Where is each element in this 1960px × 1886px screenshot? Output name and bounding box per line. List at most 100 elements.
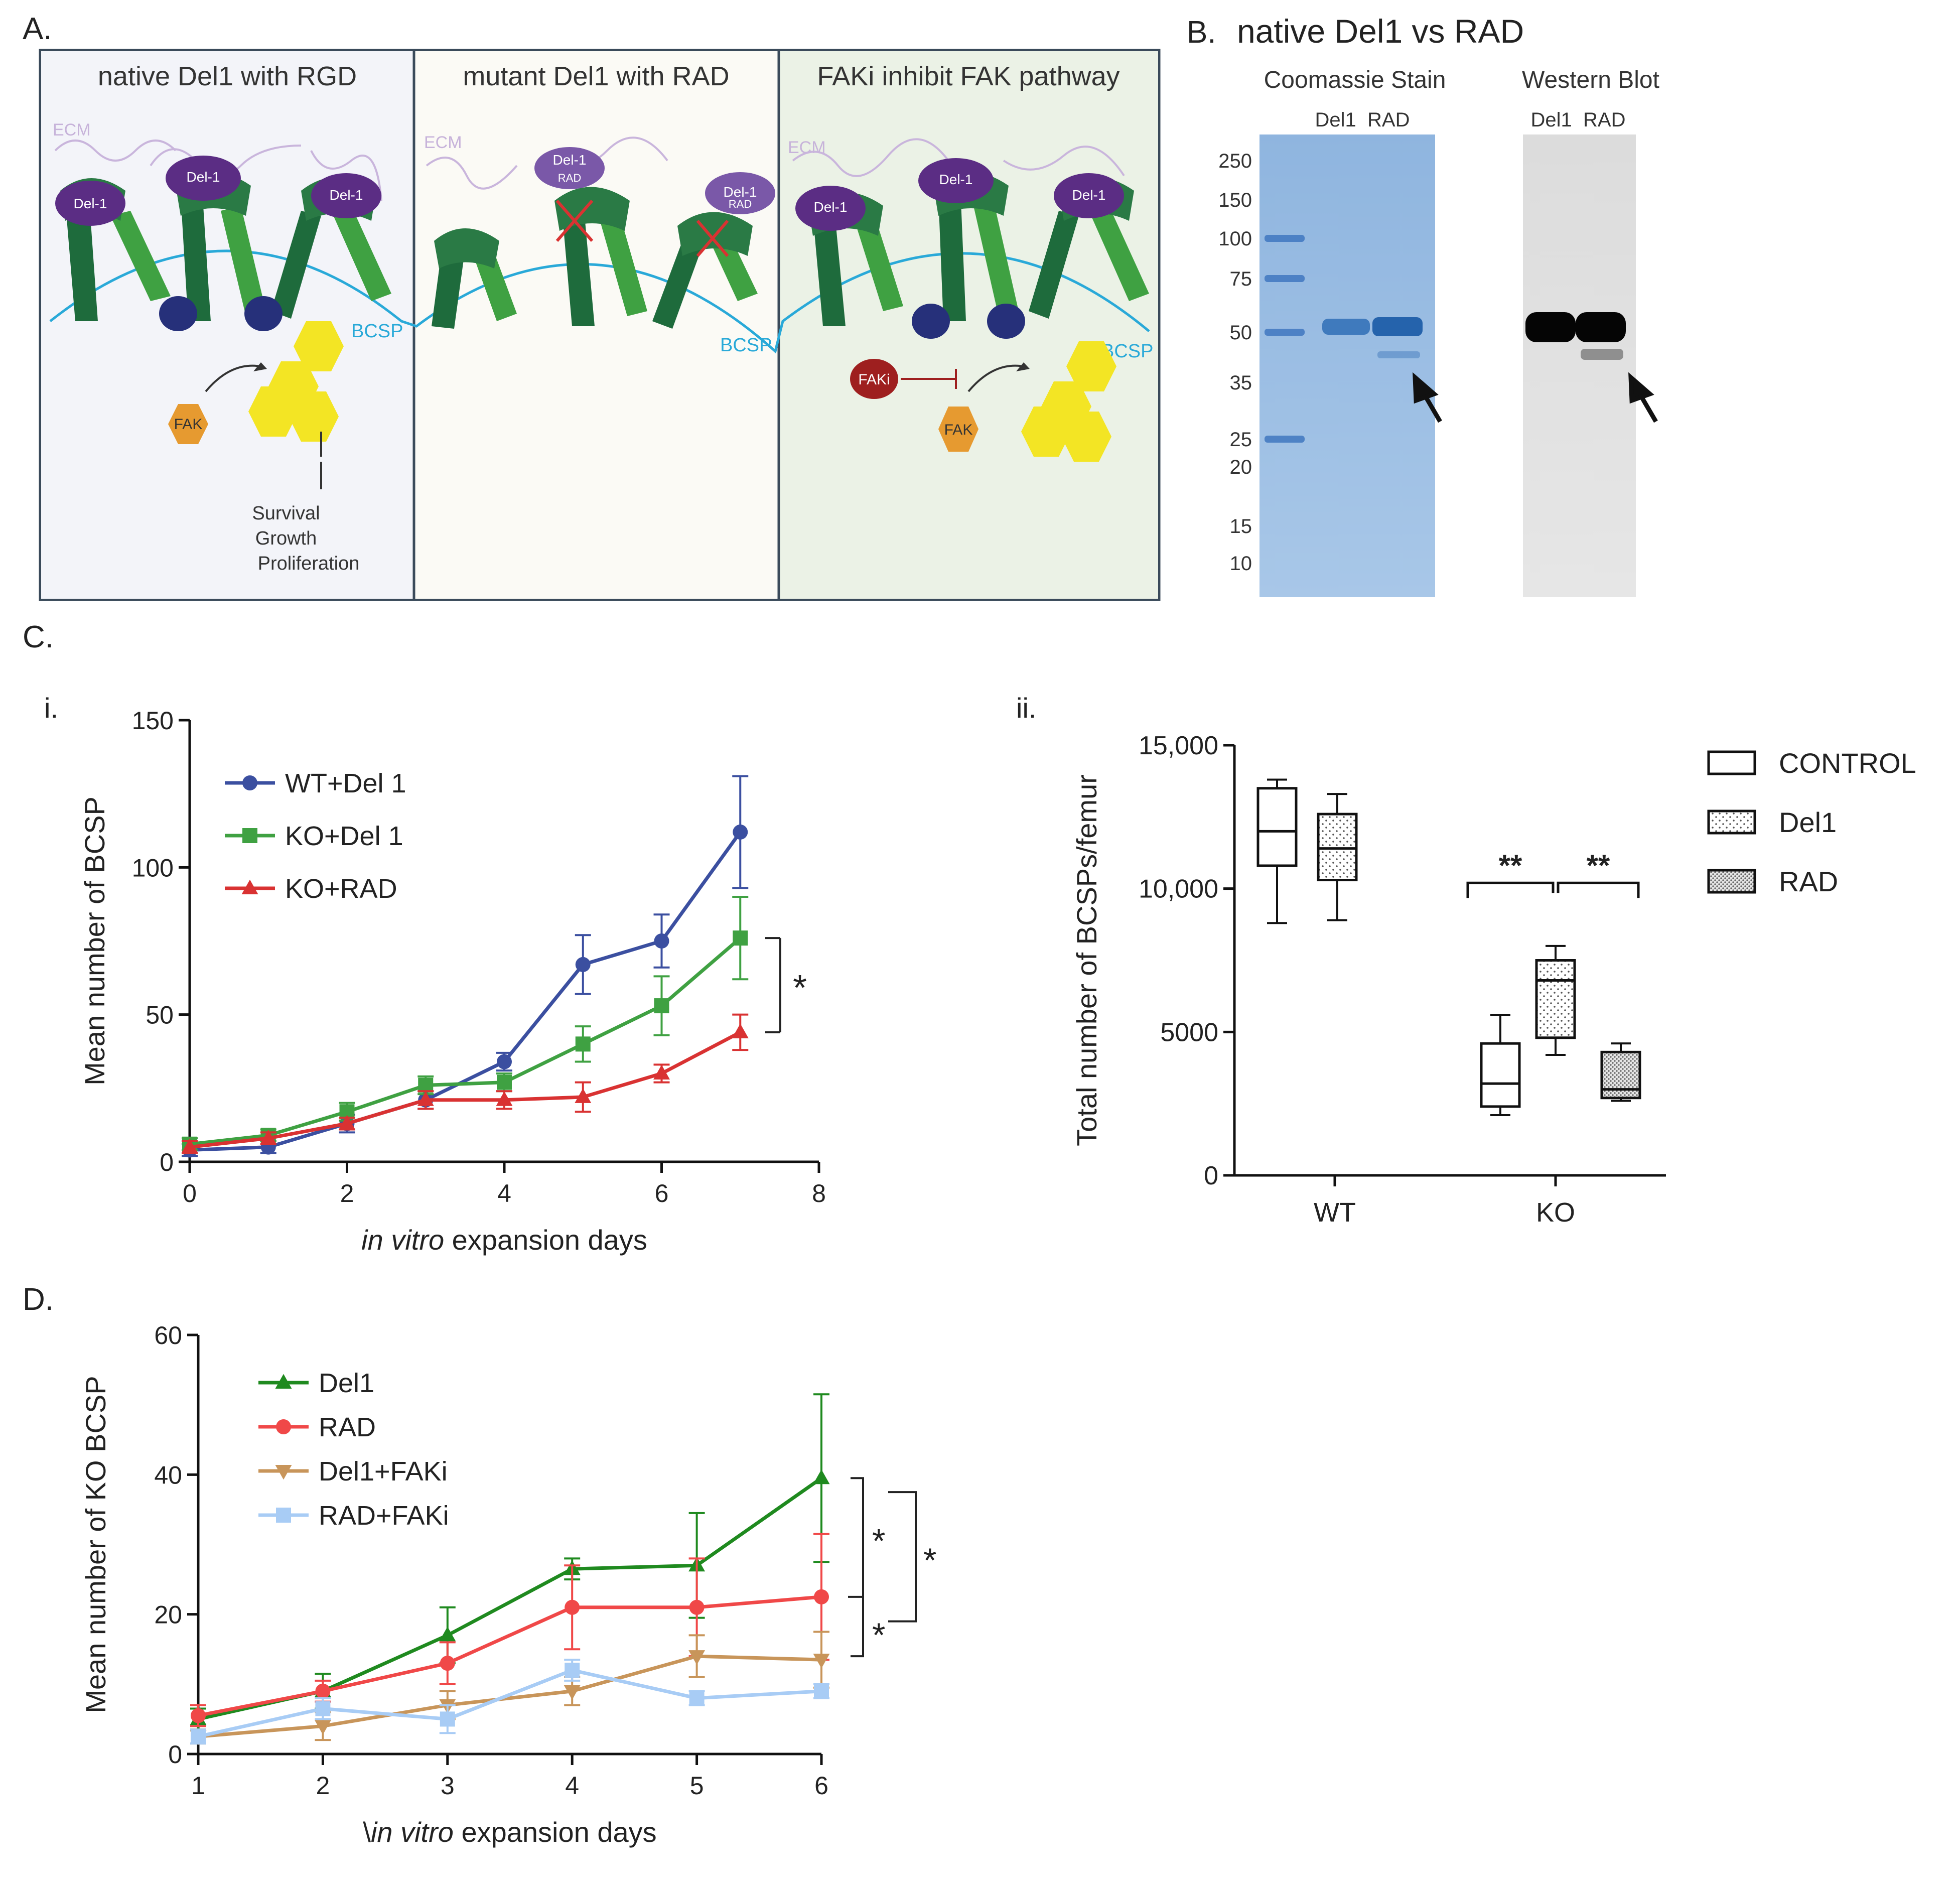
data-point xyxy=(654,998,669,1014)
data-point xyxy=(733,824,748,840)
series-rad xyxy=(190,1533,829,1727)
data-point xyxy=(689,1690,705,1706)
ladder-label-10: 10 xyxy=(1230,553,1252,575)
data-point xyxy=(314,1720,331,1735)
outcome-growth: Growth xyxy=(255,528,317,549)
western-title: Western Blot xyxy=(1522,67,1659,93)
data-point xyxy=(653,1064,670,1080)
x-axis-label-rest: expansion days xyxy=(454,1816,657,1848)
significance-stars: ** xyxy=(1587,849,1610,882)
western-band-del1 xyxy=(1525,312,1576,342)
legend-label: KO+RAD xyxy=(285,874,397,904)
x-tick-label: 1 xyxy=(191,1772,205,1800)
ecm-label-1: ECM xyxy=(53,120,91,140)
del1-label-5: Del-1 xyxy=(724,184,757,200)
data-point xyxy=(575,1088,592,1103)
legend-marker xyxy=(241,879,258,894)
y-axis-label: Total number of BCSPs/femur xyxy=(1071,774,1102,1146)
panel-label-c: C. xyxy=(23,620,54,654)
ladder-band-25 xyxy=(1265,436,1305,443)
legend-marker xyxy=(275,1465,292,1480)
series-del1 xyxy=(190,1393,830,1731)
chart-c-i: 0 50 100 150 0 2 4 6 8 Mean number of BCSP in vitr… xyxy=(79,707,826,1256)
legend-label: RAD xyxy=(1779,866,1838,897)
fak-label-1: FAK xyxy=(174,416,203,433)
series-line xyxy=(189,936,742,1146)
data-point xyxy=(315,1701,331,1716)
ladder-labels: 250 150 100 75 50 35 25 20 15 10 xyxy=(1218,150,1252,575)
data-point xyxy=(689,1599,705,1615)
x-axis-label-italic: in vitro xyxy=(361,1224,444,1256)
signaling-cluster-1 xyxy=(248,321,344,442)
data-point xyxy=(565,1663,580,1678)
western-band-rad xyxy=(1576,312,1626,342)
coomassie-gel xyxy=(1259,134,1435,597)
legend-marker xyxy=(275,1374,292,1389)
blocked-binding-marks xyxy=(555,200,729,257)
x-axis-label-italic: in vitro xyxy=(371,1816,454,1848)
significance-star: * xyxy=(872,1522,885,1560)
significance-bracket xyxy=(1466,881,1555,898)
data-point xyxy=(440,1711,455,1727)
western-gel xyxy=(1523,134,1636,597)
data-point xyxy=(732,1023,749,1038)
y-tick-label: 0 xyxy=(160,1148,174,1176)
box-wt-del1 xyxy=(1317,793,1358,921)
series-line xyxy=(198,1668,822,1738)
x-tick-label: 8 xyxy=(812,1179,826,1207)
data-point xyxy=(260,1129,277,1145)
box-iqr xyxy=(1256,787,1298,867)
y-tick-label: 0 xyxy=(1204,1161,1218,1190)
ladder-label-35: 35 xyxy=(1230,372,1252,394)
series-line xyxy=(189,831,742,1152)
x-tick-label: 6 xyxy=(814,1772,828,1800)
del1-label-7: Del-1 xyxy=(939,172,973,187)
intracellular-adaptors xyxy=(159,296,1025,339)
del1-label-6: Del-1 xyxy=(814,199,848,215)
y-tick-label: 0 xyxy=(168,1740,182,1769)
data-point xyxy=(497,1074,512,1090)
data-point xyxy=(654,933,669,949)
panel-label-b: B. xyxy=(1187,15,1216,50)
panel-a-box-1 xyxy=(41,51,414,599)
faki-node xyxy=(850,359,898,399)
significance-star: * xyxy=(923,1541,936,1579)
panel-a-title-2: mutant Del1 with RAD xyxy=(463,61,729,91)
del1-label-4: Del-1 xyxy=(553,152,587,168)
ecm-label-3: ECM xyxy=(788,138,826,157)
western-lane-labels: Del1 RAD xyxy=(1531,109,1626,131)
significance-bracket xyxy=(851,1477,864,1658)
cleavage-arrows xyxy=(1413,372,1658,423)
x-tick-label: KO xyxy=(1536,1197,1575,1228)
x-tick-label: 2 xyxy=(340,1179,354,1207)
data-point xyxy=(575,957,591,972)
x-tick-label: 2 xyxy=(316,1772,330,1800)
panel-a-frame xyxy=(39,49,1161,601)
y-tick-label: 10,000 xyxy=(1139,875,1218,904)
significance-star: * xyxy=(872,1616,885,1654)
x-axis-label-prefix: \ xyxy=(363,1816,371,1848)
data-point xyxy=(814,1589,829,1604)
y-tick-label: 60 xyxy=(154,1321,182,1350)
bcsp-label-2: BCSP xyxy=(720,335,772,356)
series-rad-faki xyxy=(190,1659,829,1745)
ladder-bands xyxy=(1265,235,1305,443)
series-line xyxy=(198,1654,822,1738)
data-point xyxy=(417,1091,434,1106)
legend-label: WT+Del 1 xyxy=(285,768,406,798)
significance-stars: ** xyxy=(1499,849,1522,882)
legend-marker xyxy=(276,1419,291,1434)
data-point xyxy=(191,1729,206,1744)
data-point xyxy=(497,1054,512,1069)
rad-label-1: RAD xyxy=(558,172,581,184)
x-tick-label: WT xyxy=(1314,1197,1356,1228)
data-point xyxy=(813,1654,830,1669)
data-point xyxy=(315,1683,331,1699)
legend-label: CONTROL xyxy=(1779,747,1916,779)
legend-label: RAD xyxy=(319,1412,376,1442)
ladder-label-15: 15 xyxy=(1230,515,1252,537)
y-axis-label: Mean number of BCSP xyxy=(79,796,110,1086)
series-ko-rad xyxy=(181,1013,749,1154)
data-point xyxy=(440,1656,455,1671)
del1-label-1: Del-1 xyxy=(74,196,107,211)
